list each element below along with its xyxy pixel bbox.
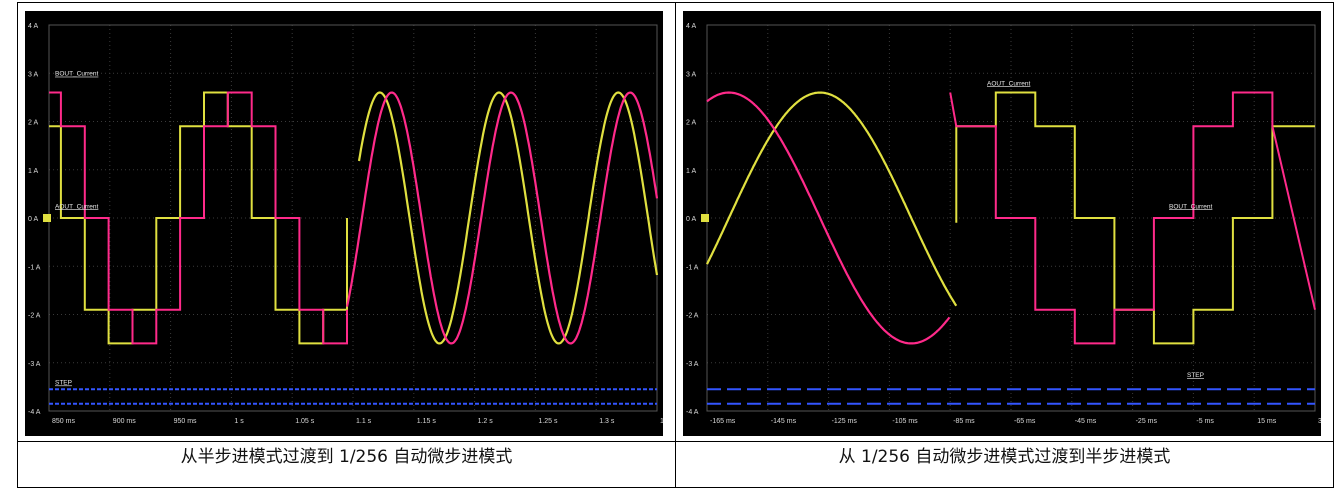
x-tick-label: -65 ms — [1014, 418, 1036, 425]
figure-frame: 4 A 3 A 2 A 1 A 0 A -1 A -2 A -3 A -4 A 850 ms 900… — [17, 2, 1334, 488]
trace-annotation: STEP — [1187, 372, 1204, 379]
left-caption: 从半步进模式过渡到 1/256 自动微步进模式 — [17, 441, 676, 488]
y-tick-label: 4 A — [28, 23, 38, 30]
left-oscilloscope: 4 A 3 A 2 A 1 A 0 A -1 A -2 A -3 A -4 A 850 ms 900… — [25, 11, 663, 436]
right-scope-cell: 4 A 3 A 2 A 1 A 0 A -1 A -2 A -3 A -4 A -165 ms -1… — [675, 2, 1334, 442]
x-tick-label: 1.1 s — [356, 418, 372, 425]
x-tick-label: 1.15 s — [417, 418, 437, 425]
y-tick-label: -4 A — [686, 409, 699, 416]
left-scope-cell: 4 A 3 A 2 A 1 A 0 A -1 A -2 A -3 A -4 A 850 ms 900… — [17, 2, 676, 442]
trace-annotation: AOUT_Current — [987, 80, 1031, 87]
right-caption: 从 1/256 自动微步进模式过渡到半步进模式 — [675, 441, 1334, 488]
bout-current-sine — [345, 91, 659, 345]
x-tick-label: 1.05 s — [295, 418, 315, 425]
x-tick-label: -25 ms — [1136, 418, 1158, 425]
y-tick-label: -4 A — [28, 409, 41, 416]
x-tick-label: -145 ms — [771, 418, 797, 425]
trace-annotation: AOUT_Current — [55, 203, 99, 210]
bout-current-sine — [706, 91, 951, 345]
y-tick-label: -2 A — [686, 313, 699, 320]
y-tick-label: 2 A — [686, 120, 696, 127]
y-tick-label: 2 A — [28, 120, 38, 127]
aout-current-sine — [706, 91, 958, 307]
y-tick-label: -3 A — [28, 361, 41, 368]
figure-table: 4 A 3 A 2 A 1 A 0 A -1 A -2 A -3 A -4 A 850 ms 900… — [17, 2, 1334, 488]
y-tick-label: -1 A — [686, 264, 699, 271]
y-tick-label: 1 A — [686, 168, 696, 175]
right-scope-plot: 4 A 3 A 2 A 1 A 0 A -1 A -2 A -3 A -4 A -165 ms -1… — [686, 23, 1321, 425]
y-tick-label: 0 A — [686, 216, 696, 223]
x-tick-label: 1.25 s — [538, 418, 558, 425]
x-tick-label: 850 ms — [52, 418, 75, 425]
y-tick-label: 3 A — [686, 71, 696, 78]
x-tick-label: -105 ms — [892, 418, 918, 425]
x-tick-label: -5 ms — [1196, 418, 1214, 425]
x-tick-label: 1.3 s — [599, 418, 615, 425]
x-tick-label: 1.2 s — [478, 418, 494, 425]
trace-annotation: BOUT_Current — [1169, 203, 1213, 210]
x-tick-label: -125 ms — [832, 418, 858, 425]
y-tick-label: -3 A — [686, 361, 699, 368]
x-tick-label: 35 ms — [1318, 418, 1321, 425]
y-tick-label: 3 A — [28, 71, 38, 78]
y-tick-label: 0 A — [28, 216, 38, 223]
right-oscilloscope: 4 A 3 A 2 A 1 A 0 A -1 A -2 A -3 A -4 A -165 ms -1… — [683, 11, 1321, 436]
x-tick-label: 950 ms — [174, 418, 197, 425]
aout-current-sine — [357, 91, 659, 345]
x-tick-label: 15 ms — [1257, 418, 1277, 425]
y-tick-label: -2 A — [28, 313, 41, 320]
x-tick-label: 900 ms — [113, 418, 136, 425]
grid — [48, 24, 658, 412]
bout-current-trace — [949, 91, 1316, 345]
ground-marker — [43, 214, 51, 222]
x-tick-label: -45 ms — [1075, 418, 1097, 425]
y-tick-label: -1 A — [28, 264, 41, 271]
trace-annotation: STEP — [55, 379, 72, 386]
x-tick-label: 1 s — [234, 418, 244, 425]
y-tick-label: 4 A — [686, 23, 696, 30]
x-tick-label: 1.35 s — [660, 418, 663, 425]
ground-marker — [701, 214, 709, 222]
y-tick-label: 1 A — [28, 168, 38, 175]
x-tick-label: -85 ms — [953, 418, 975, 425]
x-tick-label: -165 ms — [710, 418, 736, 425]
bout-current-trace — [49, 91, 348, 345]
left-scope-plot: 4 A 3 A 2 A 1 A 0 A -1 A -2 A -3 A -4 A 850 ms 900… — [28, 23, 663, 425]
trace-annotation: BOUT_Current — [55, 71, 99, 78]
